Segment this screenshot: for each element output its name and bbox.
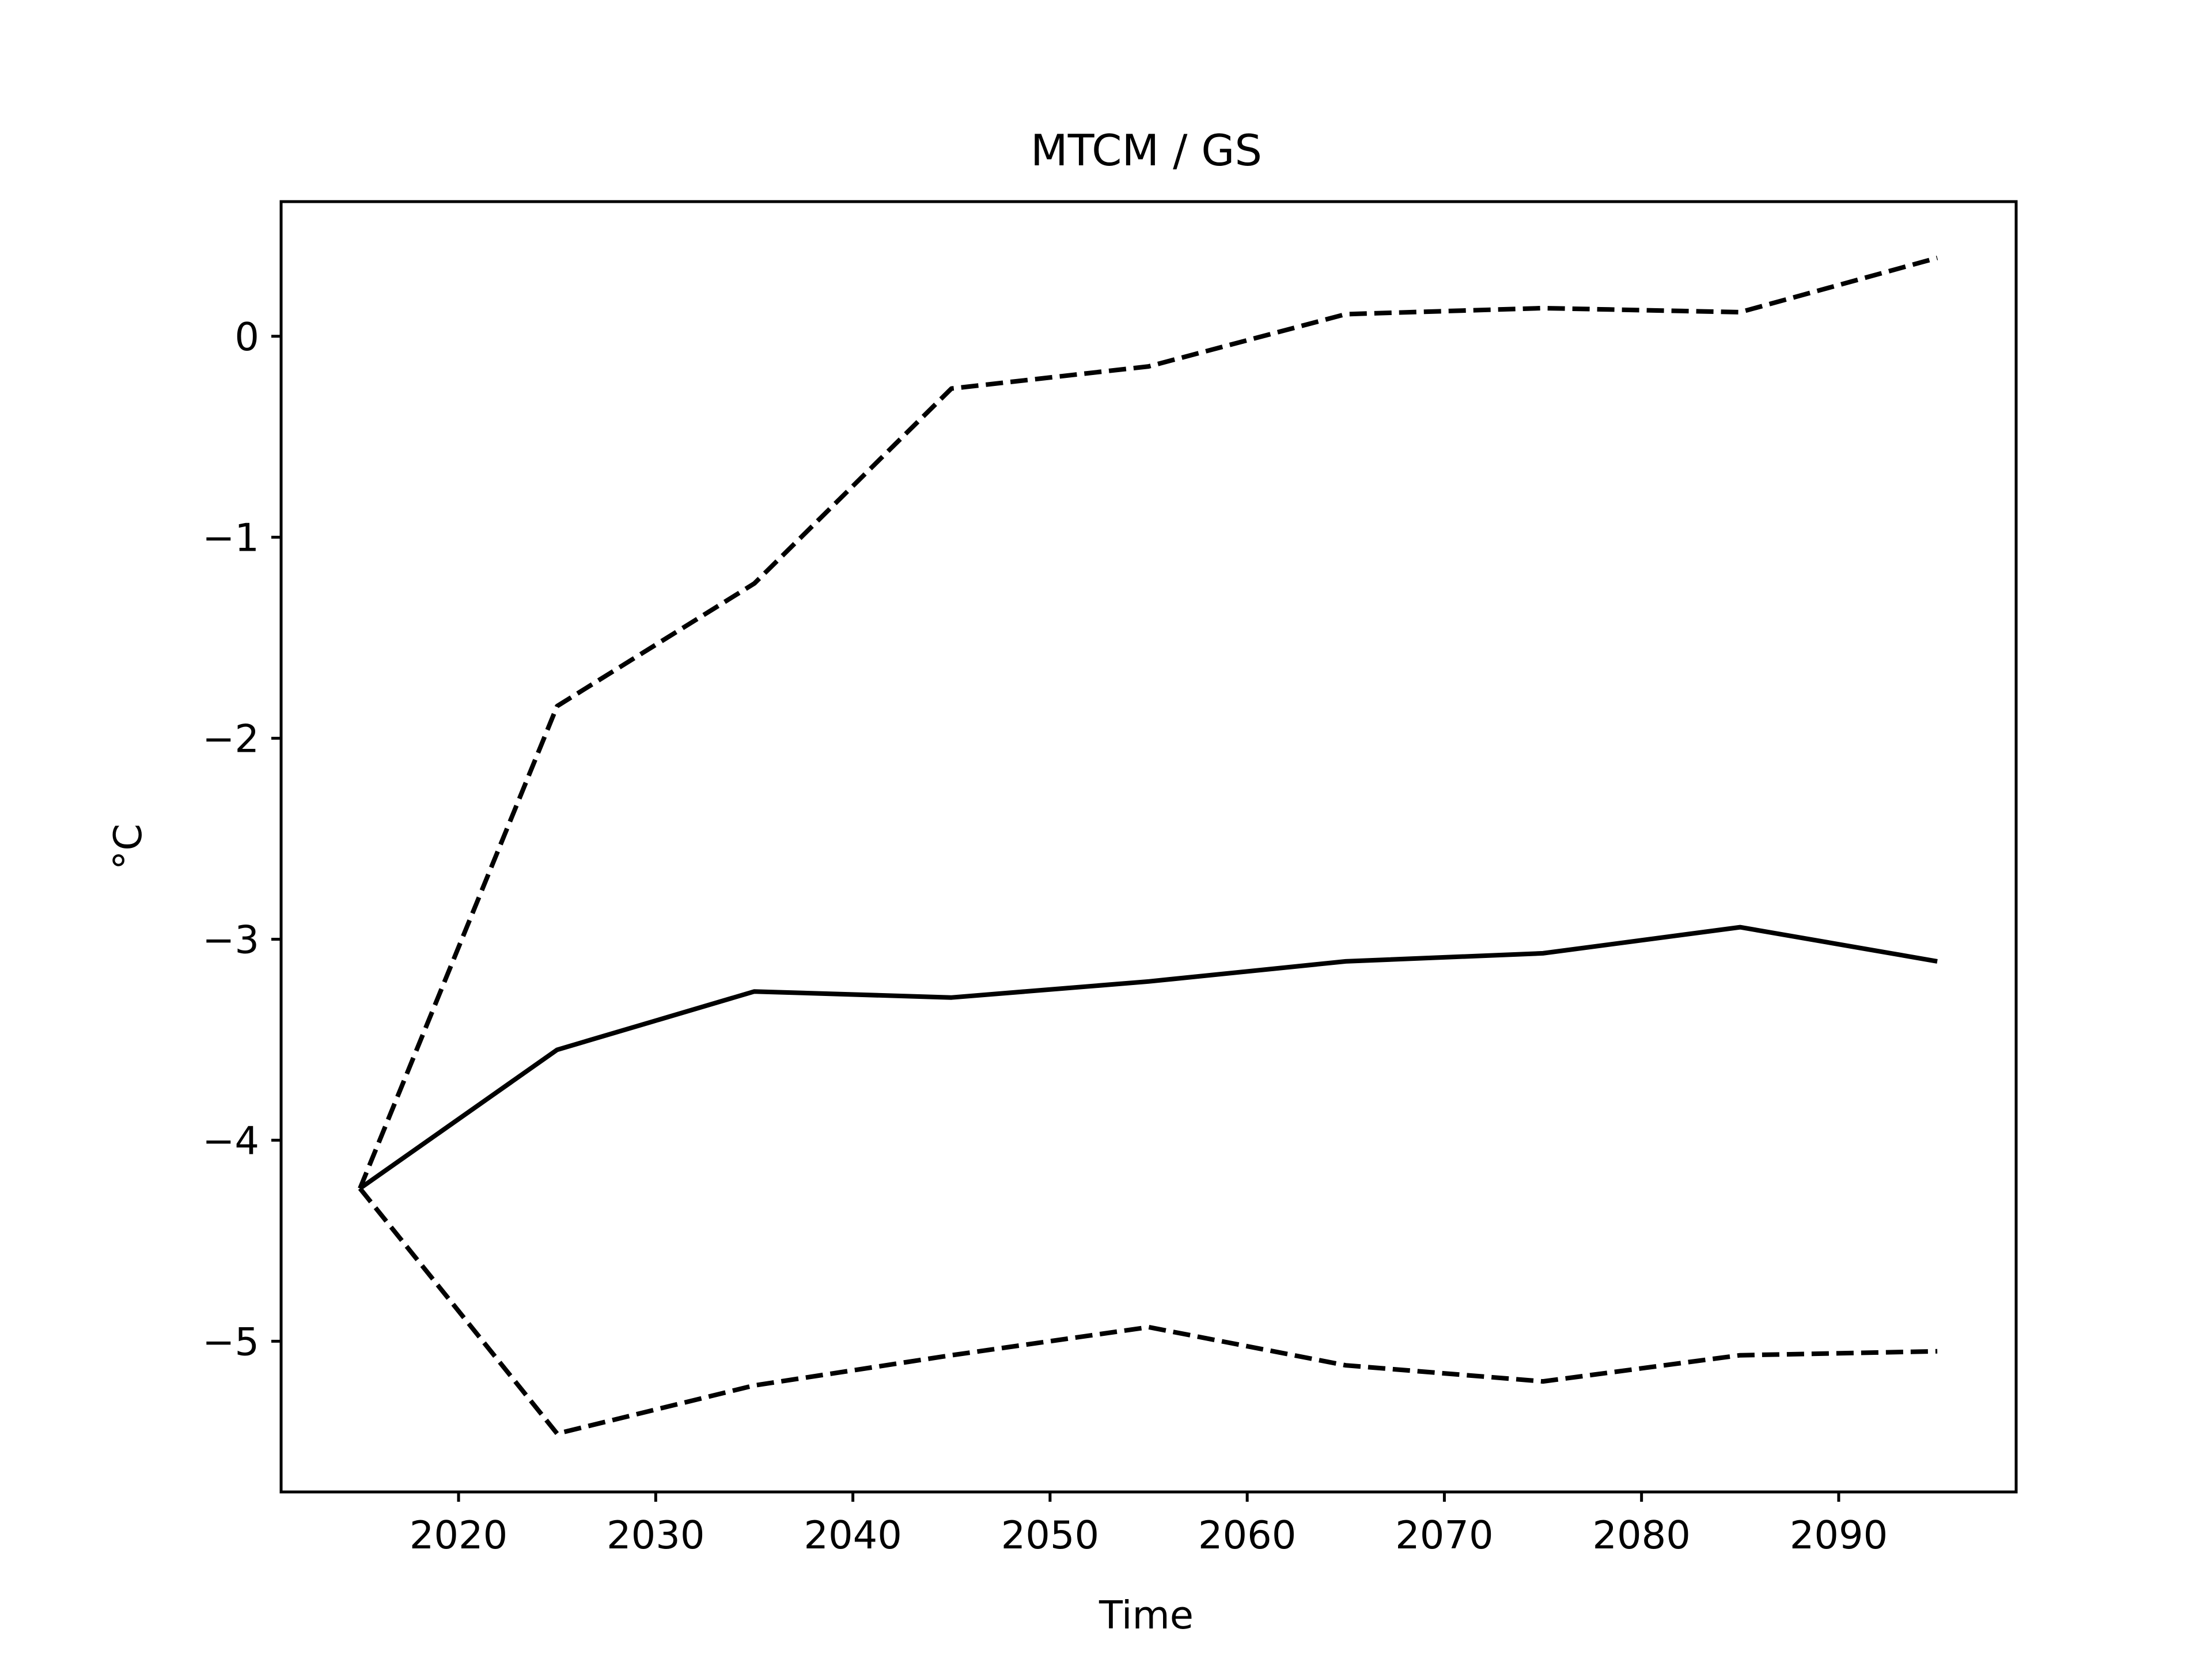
chart-title: MTCM / GS xyxy=(1031,125,1262,176)
solid-series-line-1 xyxy=(358,925,1938,1191)
x-tick-label: 2050 xyxy=(1001,1513,1100,1558)
x-tick-label: 2040 xyxy=(804,1513,902,1558)
x-tick-label: 2060 xyxy=(1198,1513,1297,1558)
y-axis: 0 −1 −2 −3 −4 −5 xyxy=(202,315,281,1364)
y-tick-label: −3 xyxy=(202,917,259,962)
x-tick-label: 2030 xyxy=(607,1513,705,1558)
dashed-series-line-2 xyxy=(358,1187,1938,1436)
x-tick-label: 2070 xyxy=(1395,1513,1494,1558)
y-tick-label: −2 xyxy=(202,717,259,762)
x-axis: 2020 2030 2040 2050 2060 2070 2080 2090 xyxy=(410,1492,1888,1558)
y-axis-label: °C xyxy=(105,824,150,870)
x-tick-label: 2090 xyxy=(1790,1513,1888,1558)
x-tick-label: 2080 xyxy=(1592,1513,1691,1558)
dashed-series-line-0 xyxy=(358,255,1938,1190)
x-axis-label: Time xyxy=(1099,1593,1194,1638)
y-tick-label: −4 xyxy=(202,1118,259,1163)
y-tick-label: −1 xyxy=(202,516,259,560)
y-tick-label: 0 xyxy=(234,315,259,359)
x-tick-label: 2020 xyxy=(410,1513,508,1558)
series-layer xyxy=(358,255,1938,1436)
plot-area xyxy=(279,200,2018,1494)
y-tick-label: −5 xyxy=(202,1319,259,1364)
